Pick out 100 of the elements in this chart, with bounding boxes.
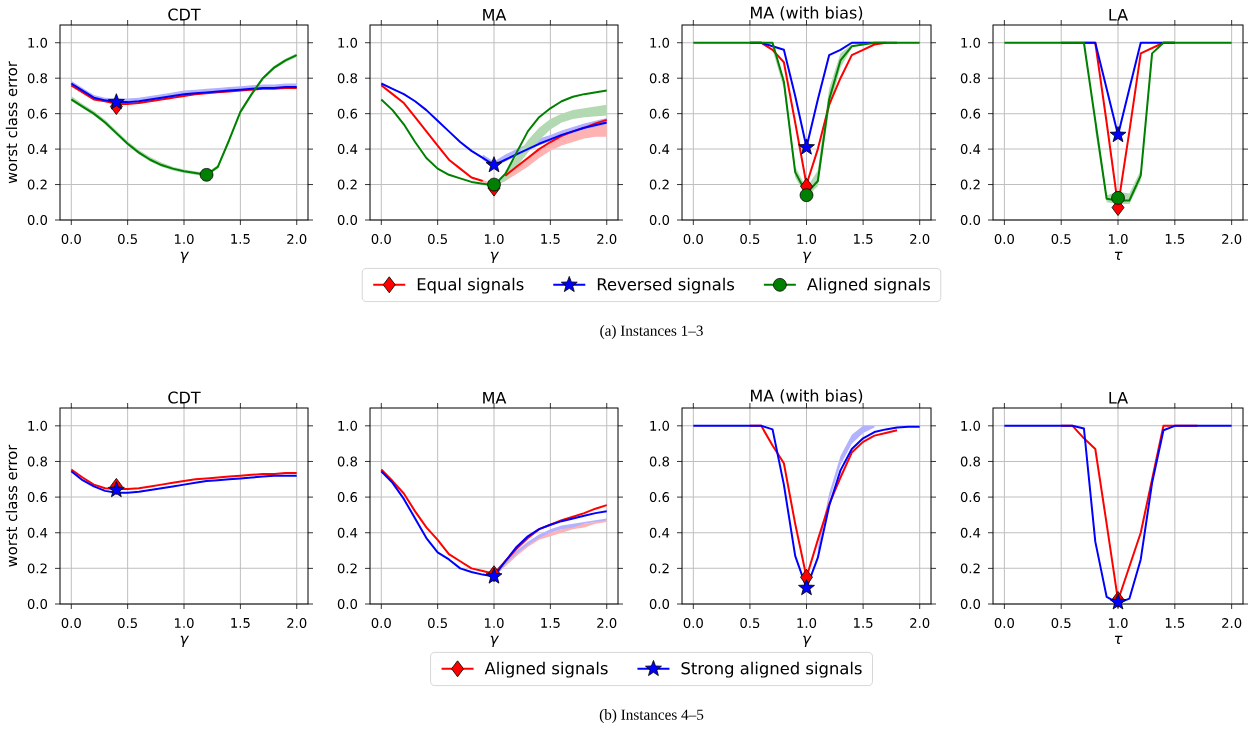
legend-label: Reversed signals — [597, 277, 735, 294]
chart-title: MA — [483, 8, 507, 21]
legend-label: Equal signals — [417, 277, 524, 294]
x-tick-label: 0.0 — [371, 618, 391, 629]
x-tick-label: 1.0 — [1108, 234, 1128, 245]
x-tick-label: 1.5 — [1165, 234, 1185, 244]
y-tick-label: 1.0 — [28, 420, 48, 431]
y-tick-label: 0.0 — [337, 215, 358, 226]
y-tick-label: 0.8 — [960, 456, 981, 467]
y-tick-label: 1.0 — [961, 420, 981, 431]
x-axis-title: γ — [803, 635, 812, 647]
y-tick-label: 0.8 — [649, 456, 670, 467]
y-tick-label: 1.0 — [650, 420, 670, 431]
x-axis-title: γ — [490, 635, 500, 647]
x-axis-title: γ — [180, 251, 190, 263]
y-tick-label: 0.0 — [649, 215, 670, 226]
x-tick-label: 1.0 — [484, 234, 504, 245]
y-tick-label: 0.0 — [960, 599, 981, 609]
legend-label: Aligned signals — [807, 277, 930, 294]
chart-title: CDT — [168, 391, 201, 404]
y-tick-label: 0.8 — [649, 73, 670, 84]
y-tick-label: 0.8 — [27, 73, 48, 84]
x-axis-title: τ — [1114, 251, 1123, 260]
y-tick-label: 0.2 — [337, 179, 357, 190]
x-tick-label: 2.0 — [597, 618, 617, 629]
y-tick-label: 0.6 — [27, 108, 48, 119]
chart-title: MA — [483, 391, 507, 404]
y-tick-label: 1.0 — [338, 37, 358, 48]
y-tick-label: 0.6 — [27, 492, 48, 503]
y-tick-label: 0.4 — [27, 144, 48, 155]
x-tick-label: 1.5 — [1165, 618, 1185, 628]
y-tick-label: 0.0 — [27, 599, 48, 609]
x-tick-label: 0.5 — [118, 234, 137, 245]
x-tick-label: 2.0 — [910, 234, 930, 245]
x-tick-label: 0.0 — [683, 234, 703, 245]
x-tick-label: 1.5 — [541, 618, 560, 628]
y-tick-label: 0.2 — [649, 563, 669, 574]
y-tick-label: 1.0 — [961, 37, 981, 48]
y-tick-label: 0.6 — [337, 108, 358, 119]
x-axis-title: τ — [1114, 635, 1123, 644]
y-tick-label: 1.0 — [650, 37, 670, 48]
x-tick-label: 2.0 — [597, 234, 617, 245]
x-tick-label: 1.0 — [797, 618, 817, 629]
x-tick-label: 0.0 — [61, 618, 81, 629]
y-tick-label: 0.4 — [649, 527, 670, 538]
x-tick-label: 0.5 — [428, 234, 447, 245]
y-tick-label: 0.8 — [960, 73, 981, 84]
y-tick-label: 0.6 — [960, 492, 981, 503]
x-tick-label: 0.5 — [1051, 618, 1071, 629]
x-tick-label: 2.0 — [1222, 618, 1242, 629]
y-tick-label: 0.4 — [337, 144, 358, 155]
x-tick-label: 0.5 — [1051, 234, 1071, 245]
x-tick-label: 1.5 — [854, 618, 873, 628]
x-tick-label: 0.5 — [740, 234, 760, 245]
y-tick-label: 0.4 — [27, 527, 48, 538]
y-tick-label: 0.6 — [960, 108, 981, 119]
y-tick-label: 0.2 — [27, 179, 47, 190]
y-tick-label: 0.4 — [960, 527, 981, 538]
x-tick-label: 1.5 — [231, 618, 250, 628]
x-tick-label: 2.0 — [287, 234, 307, 245]
y-tick-label: 0.6 — [649, 492, 670, 503]
x-tick-label: 0.5 — [740, 618, 760, 629]
legend-label: Aligned signals — [484, 661, 608, 678]
x-axis-title: γ — [803, 251, 812, 263]
x-tick-label: 1.0 — [174, 618, 194, 629]
x-tick-label: 2.0 — [287, 618, 307, 629]
text: (b) Instances 4–5 — [599, 709, 704, 723]
y-tick-label: 0.4 — [649, 144, 670, 155]
y-tick-label: 1.0 — [338, 420, 358, 431]
y-axis-title: worst class error — [5, 444, 18, 567]
y-tick-label: 0.0 — [27, 215, 48, 226]
chart-title: LA — [1109, 8, 1128, 21]
y-tick-label: 0.0 — [337, 599, 358, 609]
x-tick-label: 0.5 — [118, 618, 137, 629]
x-axis-title: γ — [490, 251, 500, 263]
chart-title: MA (with bias) — [751, 6, 863, 21]
y-tick-label: 0.6 — [649, 108, 670, 119]
x-tick-label: 1.0 — [797, 234, 817, 245]
y-axis-title: worst class error — [5, 61, 18, 184]
y-tick-label: 1.0 — [28, 37, 48, 48]
y-tick-label: 0.2 — [960, 179, 980, 190]
x-tick-label: 2.0 — [1222, 234, 1242, 245]
y-tick-label: 0.8 — [337, 456, 358, 467]
x-tick-label: 1.0 — [1108, 618, 1128, 629]
y-tick-label: 0.2 — [337, 563, 357, 574]
chart-title: LA — [1109, 391, 1128, 404]
y-tick-label: 0.8 — [27, 456, 48, 467]
x-tick-label: 1.5 — [541, 234, 560, 244]
x-tick-label: 0.0 — [61, 234, 81, 245]
y-tick-label: 0.6 — [337, 492, 358, 503]
chart-title: CDT — [168, 8, 201, 21]
x-tick-label: 1.0 — [174, 234, 194, 245]
y-tick-label: 0.4 — [960, 144, 981, 155]
legend-label: Strong aligned signals — [681, 661, 862, 678]
y-tick-label: 0.0 — [960, 215, 981, 225]
x-tick-label: 1.5 — [854, 234, 873, 244]
y-tick-label: 0.2 — [649, 179, 669, 190]
x-tick-label: 2.0 — [910, 618, 930, 629]
text: (a) Instances 1–3 — [600, 325, 703, 339]
x-tick-label: 1.0 — [484, 618, 504, 629]
